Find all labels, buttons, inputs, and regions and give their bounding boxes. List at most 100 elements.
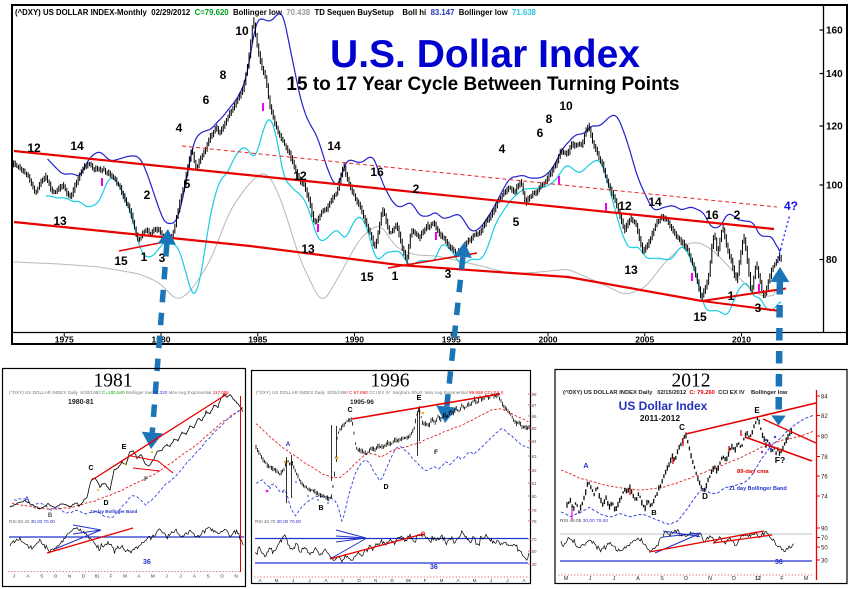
svg-text:M: M bbox=[123, 574, 127, 579]
svg-text:80: 80 bbox=[821, 435, 828, 441]
svg-text:N: N bbox=[234, 574, 237, 579]
svg-text:12: 12 bbox=[755, 576, 761, 582]
svg-text:2: 2 bbox=[413, 182, 420, 196]
svg-text:80: 80 bbox=[532, 494, 538, 499]
svg-text:5: 5 bbox=[513, 215, 520, 229]
svg-text:M: M bbox=[151, 574, 155, 579]
svg-text:2005: 2005 bbox=[635, 335, 654, 345]
svg-text:A: A bbox=[258, 578, 262, 583]
svg-text:J: J bbox=[13, 574, 15, 579]
svg-text:2: 2 bbox=[734, 208, 741, 222]
svg-text:15 to 17 Year Cycle Between Tu: 15 to 17 Year Cycle Between Turning Poin… bbox=[286, 74, 679, 95]
svg-text:2011-2012: 2011-2012 bbox=[640, 413, 680, 423]
svg-text:15: 15 bbox=[693, 310, 707, 324]
svg-text:120: 120 bbox=[826, 122, 843, 133]
svg-text:A: A bbox=[286, 441, 291, 448]
svg-text:70: 70 bbox=[532, 537, 538, 542]
svg-text:US Dollar Index: US Dollar Index bbox=[619, 399, 708, 413]
svg-text:(^DXY) US DOLLAR INDEX-Monthly: (^DXY) US DOLLAR INDEX-Monthly 02/29/201… bbox=[15, 8, 537, 17]
svg-text:85: 85 bbox=[532, 426, 538, 431]
svg-text:8: 8 bbox=[220, 68, 227, 82]
svg-text:M: M bbox=[275, 578, 279, 583]
svg-text:J: J bbox=[506, 578, 508, 583]
svg-text:140: 140 bbox=[826, 69, 843, 80]
svg-text:D: D bbox=[702, 492, 708, 501]
svg-text:D: D bbox=[383, 484, 388, 491]
svg-text:S: S bbox=[207, 574, 210, 579]
svg-text:(^DXY) US DOLLAR INDEX Daily: (^DXY) US DOLLAR INDEX Daily 8/30/1996 C… bbox=[256, 390, 504, 395]
svg-text:13: 13 bbox=[624, 263, 638, 277]
svg-text:16: 16 bbox=[705, 208, 719, 222]
svg-text:S: S bbox=[40, 574, 43, 579]
svg-text:A: A bbox=[636, 576, 640, 582]
svg-text:14: 14 bbox=[70, 139, 84, 153]
svg-text:1: 1 bbox=[392, 269, 399, 283]
svg-text:89-day cma: 89-day cma bbox=[737, 469, 769, 475]
svg-text:B: B bbox=[48, 513, 53, 519]
svg-text:36: 36 bbox=[143, 559, 151, 566]
svg-text:13: 13 bbox=[53, 214, 67, 228]
svg-text:J: J bbox=[165, 574, 167, 579]
svg-text:1995-96: 1995-96 bbox=[350, 399, 374, 406]
svg-text:S: S bbox=[660, 576, 664, 582]
svg-text:J: J bbox=[589, 576, 592, 582]
svg-text:74: 74 bbox=[821, 495, 828, 501]
svg-text:12: 12 bbox=[618, 199, 632, 213]
svg-text:F: F bbox=[110, 574, 113, 579]
svg-text:10: 10 bbox=[235, 24, 249, 38]
svg-text:82: 82 bbox=[532, 468, 538, 473]
svg-text:4: 4 bbox=[176, 121, 183, 135]
svg-text:36: 36 bbox=[430, 564, 438, 571]
svg-text:A: A bbox=[25, 496, 30, 503]
svg-text:15: 15 bbox=[360, 270, 374, 284]
svg-text:O: O bbox=[357, 578, 361, 583]
svg-text:88: 88 bbox=[532, 392, 538, 397]
svg-text:F: F bbox=[434, 450, 438, 456]
svg-text:5: 5 bbox=[184, 177, 191, 191]
svg-text:E: E bbox=[754, 406, 760, 415]
svg-text:F: F bbox=[144, 477, 148, 483]
svg-text:30: 30 bbox=[821, 559, 828, 565]
svg-text:2000: 2000 bbox=[539, 335, 558, 345]
svg-text:3: 3 bbox=[755, 301, 762, 315]
svg-text:J: J bbox=[308, 578, 310, 583]
svg-text:76: 76 bbox=[821, 475, 828, 481]
svg-text:N: N bbox=[374, 578, 377, 583]
svg-text:100: 100 bbox=[826, 181, 843, 192]
svg-text:2010: 2010 bbox=[732, 335, 751, 345]
svg-text:S: S bbox=[341, 578, 344, 583]
svg-text:M: M bbox=[804, 576, 808, 582]
svg-text:A: A bbox=[583, 461, 589, 470]
svg-text:1: 1 bbox=[141, 250, 148, 264]
svg-text:D: D bbox=[732, 576, 736, 582]
svg-text:78: 78 bbox=[532, 519, 538, 524]
svg-text:M: M bbox=[473, 578, 477, 583]
svg-text:A: A bbox=[137, 574, 141, 579]
svg-text:RSI 40.70 30.00 70.00: RSI 40.70 30.00 70.00 bbox=[255, 519, 301, 524]
svg-text:2012: 2012 bbox=[672, 371, 711, 392]
svg-text:12: 12 bbox=[293, 169, 307, 183]
svg-text:U.S. Dollar Index: U.S. Dollar Index bbox=[330, 33, 640, 76]
svg-text:80: 80 bbox=[826, 255, 838, 266]
svg-text:79: 79 bbox=[532, 508, 538, 513]
svg-text:3: 3 bbox=[159, 251, 166, 265]
svg-text:(^DXY) US DOLLAR INDEX Daily: (^DXY) US DOLLAR INDEX Daily 02/15/2012 … bbox=[563, 390, 788, 396]
svg-text:J: J bbox=[179, 574, 181, 579]
svg-text:36: 36 bbox=[775, 559, 783, 566]
svg-text:81: 81 bbox=[532, 481, 538, 486]
svg-text:J: J bbox=[292, 578, 294, 583]
svg-text:C: C bbox=[88, 465, 93, 472]
svg-text:78: 78 bbox=[821, 455, 828, 461]
svg-text:160: 160 bbox=[826, 26, 843, 37]
svg-text:8: 8 bbox=[546, 112, 553, 126]
svg-text:A: A bbox=[324, 578, 328, 583]
svg-text:1981: 1981 bbox=[94, 371, 133, 392]
svg-text:15: 15 bbox=[114, 254, 128, 268]
svg-text:O: O bbox=[684, 576, 688, 582]
svg-text:30: 30 bbox=[532, 562, 538, 567]
svg-text:B: B bbox=[318, 505, 323, 512]
svg-text:M: M bbox=[564, 576, 568, 582]
svg-text:70: 70 bbox=[821, 536, 828, 542]
svg-text:4?: 4? bbox=[784, 199, 798, 213]
svg-text:90: 90 bbox=[821, 527, 828, 533]
